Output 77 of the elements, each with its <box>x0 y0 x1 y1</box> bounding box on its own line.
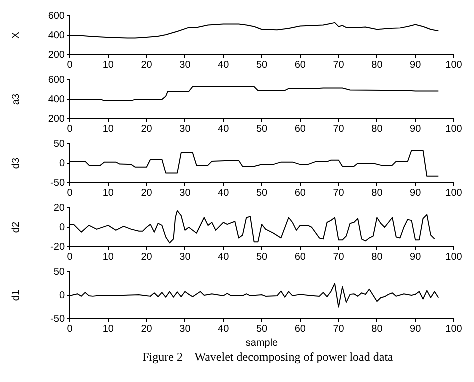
x-axis-title: sample <box>246 338 279 349</box>
y-axis-title: X <box>10 32 22 39</box>
x-tick-label: 10 <box>102 324 114 335</box>
x-tick-label: 100 <box>446 124 463 135</box>
x-tick-label: 70 <box>333 188 345 199</box>
x-tick-label: 80 <box>372 324 384 335</box>
x-tick-label: 50 <box>256 124 268 135</box>
x-tick-label: 90 <box>410 324 422 335</box>
x-tick-label: 30 <box>180 60 192 71</box>
x-tick-label: 90 <box>410 124 422 135</box>
x-tick-label: 40 <box>218 324 230 335</box>
caption: Figure 2 Wavelet decomposing of power load data <box>142 350 394 365</box>
y-axis-title: d2 <box>10 222 22 234</box>
x-tick-label: 20 <box>141 60 153 71</box>
x-tick-label: 60 <box>294 252 306 263</box>
x-tick-label: 40 <box>218 252 230 263</box>
y-tick-label: 50 <box>54 266 66 278</box>
x-tick-label: 100 <box>446 60 463 71</box>
y-tick-label: 200 <box>48 50 66 61</box>
y-tick-label: 20 <box>54 202 66 214</box>
x-tick-label: 60 <box>294 60 306 71</box>
y-tick-label: 400 <box>48 94 66 106</box>
y-tick-label: -20 <box>50 242 66 253</box>
y-tick-label: 400 <box>48 30 66 42</box>
y-tick-label: 600 <box>48 10 66 22</box>
y-tick-label: 0 <box>59 158 66 170</box>
x-tick-label: 20 <box>141 124 153 135</box>
x-tick-label: 100 <box>446 188 463 199</box>
x-tick-label: 50 <box>256 252 268 263</box>
y-tick-label: 0 <box>59 290 66 302</box>
x-tick-label: 100 <box>446 252 463 263</box>
x-tick-label: 50 <box>256 60 268 71</box>
x-tick-label: 0 <box>67 60 74 71</box>
x-tick-label: 70 <box>333 60 345 71</box>
x-tick-label: 100 <box>446 324 463 335</box>
x-tick-label: 80 <box>372 252 384 263</box>
x-tick-label: 40 <box>218 60 230 71</box>
x-tick-label: 20 <box>141 188 153 199</box>
x-tick-label: 50 <box>256 324 268 335</box>
x-tick-label: 10 <box>102 60 114 71</box>
x-tick-label: 70 <box>333 252 345 263</box>
x-tick-label: 0 <box>67 188 74 199</box>
x-tick-label: 50 <box>256 188 268 199</box>
y-tick-label: 0 <box>59 222 66 234</box>
x-tick-label: 80 <box>372 124 384 135</box>
x-tick-label: 90 <box>410 60 422 71</box>
y-tick-label: 600 <box>48 74 66 86</box>
y-tick-label: -50 <box>50 314 66 325</box>
x-tick-label: 0 <box>67 124 74 135</box>
x-tick-label: 40 <box>218 124 230 135</box>
x-tick-label: 70 <box>333 124 345 135</box>
y-axis-title: a3 <box>10 94 22 106</box>
x-tick-label: 20 <box>141 252 153 263</box>
x-tick-label: 30 <box>180 324 192 335</box>
x-tick-label: 10 <box>102 252 114 263</box>
x-tick-label: 30 <box>180 124 192 135</box>
x-tick-label: 60 <box>294 124 306 135</box>
x-tick-label: 80 <box>372 188 384 199</box>
x-tick-label: 40 <box>218 188 230 199</box>
x-tick-label: 70 <box>333 324 345 335</box>
y-tick-label: 200 <box>48 114 66 125</box>
x-tick-label: 10 <box>102 188 114 199</box>
x-tick-label: 90 <box>410 252 422 263</box>
x-tick-label: 20 <box>141 324 153 335</box>
y-tick-label: -50 <box>50 178 66 189</box>
x-tick-label: 30 <box>180 252 192 263</box>
x-tick-label: 0 <box>67 252 74 263</box>
x-tick-label: 80 <box>372 60 384 71</box>
x-tick-label: 10 <box>102 124 114 135</box>
y-axis-title: d3 <box>10 158 22 170</box>
y-tick-label: 50 <box>54 138 66 150</box>
x-tick-label: 60 <box>294 188 306 199</box>
y-axis-title: d1 <box>10 290 22 302</box>
x-tick-label: 90 <box>410 188 422 199</box>
x-tick-label: 30 <box>180 188 192 199</box>
x-tick-label: 0 <box>67 324 74 335</box>
x-tick-label: 60 <box>294 324 306 335</box>
